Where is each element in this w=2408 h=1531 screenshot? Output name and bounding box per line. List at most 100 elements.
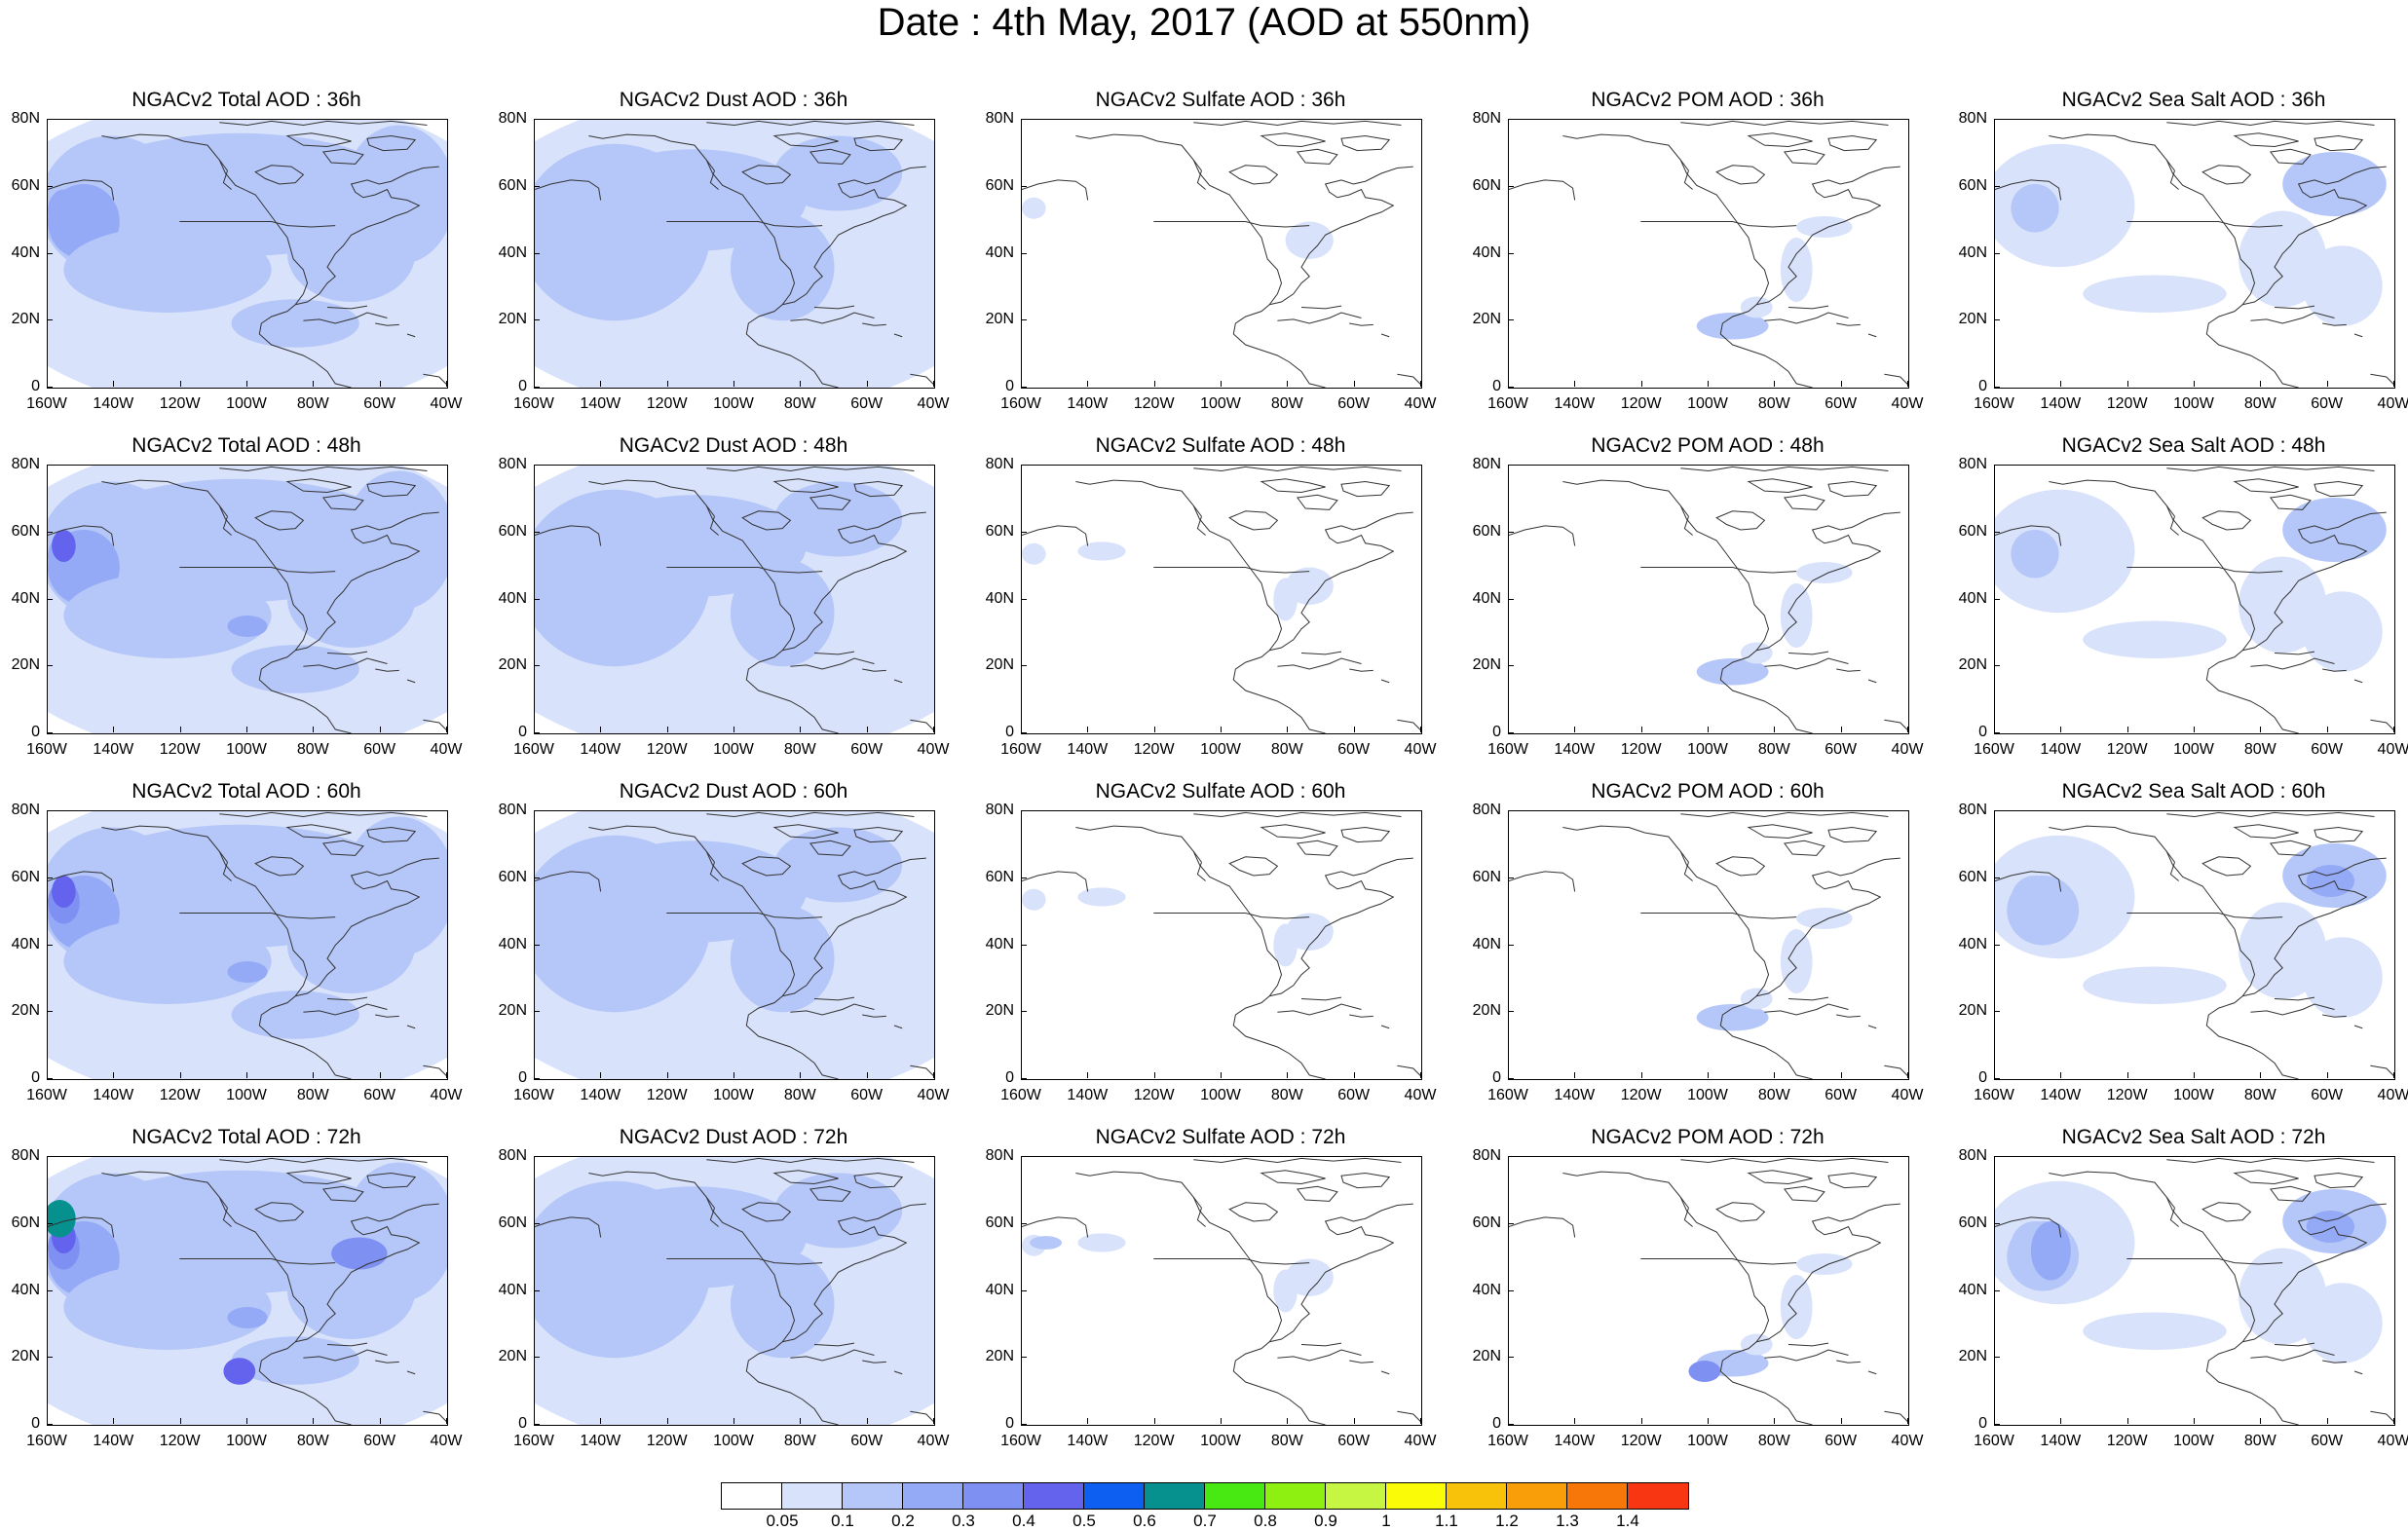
coastline bbox=[1562, 826, 1812, 1079]
coastline bbox=[1884, 720, 1908, 730]
lon-tick-label: 140W bbox=[93, 741, 134, 758]
coastline bbox=[2166, 121, 2374, 125]
colorbar-swatch bbox=[843, 1483, 903, 1509]
lat-tick-label: 20N bbox=[11, 656, 40, 674]
lat-tick bbox=[1994, 1078, 2000, 1079]
lon-tick bbox=[800, 1418, 802, 1424]
coastline bbox=[2250, 658, 2334, 669]
coastline bbox=[2314, 136, 2362, 151]
coastline bbox=[367, 482, 415, 497]
lon-tick-label: 140W bbox=[2040, 395, 2082, 412]
coastline bbox=[2170, 516, 2178, 535]
coastline bbox=[295, 1204, 439, 1342]
lon-tick bbox=[2194, 1418, 2195, 1424]
lon-tick-label: 100W bbox=[1200, 395, 1241, 412]
coastline bbox=[742, 1203, 790, 1221]
lat-tick bbox=[47, 1011, 53, 1013]
coastline bbox=[1229, 1203, 1277, 1221]
coastline bbox=[706, 812, 914, 816]
aod-contour bbox=[2083, 620, 2227, 658]
lat-tick bbox=[47, 1357, 53, 1359]
lon-tick bbox=[1708, 381, 1709, 387]
lon-tick-label: 160W bbox=[1974, 741, 2014, 758]
coastline bbox=[2322, 1015, 2347, 1017]
lon-tick bbox=[1774, 381, 1776, 387]
coastline bbox=[1509, 180, 1575, 201]
lat-tick bbox=[1021, 465, 1027, 466]
coastline bbox=[295, 167, 439, 305]
lon-tick-label: 120W bbox=[159, 1433, 201, 1449]
lat-tick-label: 20N bbox=[985, 311, 1014, 328]
aod-field bbox=[535, 1157, 934, 1425]
lon-tick-label: 40W bbox=[1404, 1087, 1437, 1103]
coastline bbox=[1349, 1015, 1373, 1017]
map-frame bbox=[47, 119, 448, 389]
coastline bbox=[1995, 180, 2061, 201]
coastline bbox=[1884, 1411, 1908, 1422]
lon-tick bbox=[113, 381, 115, 387]
lon-tick-label: 100W bbox=[713, 395, 754, 412]
lon-tick-label: 120W bbox=[1133, 1433, 1175, 1449]
coastline bbox=[894, 1371, 902, 1374]
colorbar bbox=[721, 1482, 1689, 1510]
aod-contour bbox=[730, 905, 835, 1013]
coastline bbox=[1269, 512, 1413, 651]
panel-title: NGACv2 Sea Salt AOD : 72h bbox=[2061, 1126, 2326, 1148]
lon-tick-label: 60W bbox=[1825, 1433, 1858, 1449]
panel-title: NGACv2 Sea Salt AOD : 60h bbox=[2061, 780, 2326, 803]
lon-tick-label: 100W bbox=[2173, 1433, 2214, 1449]
lat-tick bbox=[1994, 1289, 2000, 1291]
coastline bbox=[2170, 170, 2178, 189]
aod-contour bbox=[1796, 562, 1853, 583]
lon-tick bbox=[1420, 727, 1421, 732]
lon-tick bbox=[1353, 1072, 1355, 1078]
coastline bbox=[1269, 858, 1413, 996]
coastline bbox=[1153, 914, 1309, 919]
map-frame bbox=[534, 119, 935, 389]
lon-tick-label: 120W bbox=[646, 395, 688, 412]
lon-tick bbox=[666, 1072, 668, 1078]
panel-title: NGACv2 Dust AOD : 60h bbox=[619, 780, 848, 803]
map-frame bbox=[1994, 810, 2395, 1080]
lon-tick bbox=[113, 1418, 115, 1424]
coastline bbox=[1749, 479, 1813, 493]
lon-tick bbox=[666, 381, 668, 387]
lat-tick bbox=[1508, 1156, 1514, 1157]
lon-tick-label: 80W bbox=[296, 1433, 329, 1449]
colorbar-label: 1.4 bbox=[1616, 1512, 1639, 1530]
colorbar-swatch bbox=[903, 1483, 963, 1509]
map-frame bbox=[1994, 119, 2395, 389]
coastline bbox=[1301, 1343, 1341, 1346]
coastline bbox=[323, 149, 363, 164]
lon-tick bbox=[113, 1072, 115, 1078]
lon-tick-label: 80W bbox=[2243, 395, 2276, 412]
lon-tick-label: 40W bbox=[1891, 1433, 1924, 1449]
lat-tick bbox=[1994, 1424, 2000, 1425]
lat-tick bbox=[1508, 598, 1514, 600]
coastline bbox=[219, 812, 427, 816]
lon-tick-label: 40W bbox=[2377, 1087, 2408, 1103]
lon-tick bbox=[2326, 381, 2328, 387]
lon-tick bbox=[800, 727, 802, 732]
lat-tick-label: 40N bbox=[498, 935, 527, 952]
coastline bbox=[2275, 997, 2314, 1000]
aod-contour bbox=[2282, 152, 2387, 216]
aod-contour bbox=[231, 990, 359, 1039]
coastline bbox=[407, 1026, 415, 1028]
lon-tick-label: 160W bbox=[513, 741, 554, 758]
coastline bbox=[2166, 160, 2174, 170]
lon-tick-label: 60W bbox=[850, 1433, 884, 1449]
coastline bbox=[1298, 1186, 1337, 1201]
colorbar-swatch bbox=[782, 1483, 843, 1509]
panel-title: NGACv2 Sulfate AOD : 60h bbox=[1095, 780, 1346, 803]
lon-tick-label: 100W bbox=[2173, 741, 2214, 758]
lon-tick bbox=[866, 381, 868, 387]
lon-tick-label: 80W bbox=[296, 395, 329, 412]
lat-tick-label: 20N bbox=[1472, 656, 1501, 674]
lon-tick-label: 80W bbox=[1757, 1433, 1790, 1449]
coastline bbox=[375, 669, 399, 671]
coastline bbox=[1716, 511, 1764, 530]
coastline bbox=[1788, 652, 1828, 654]
aod-contour bbox=[1995, 143, 2135, 268]
lon-tick-label: 120W bbox=[646, 1087, 688, 1103]
